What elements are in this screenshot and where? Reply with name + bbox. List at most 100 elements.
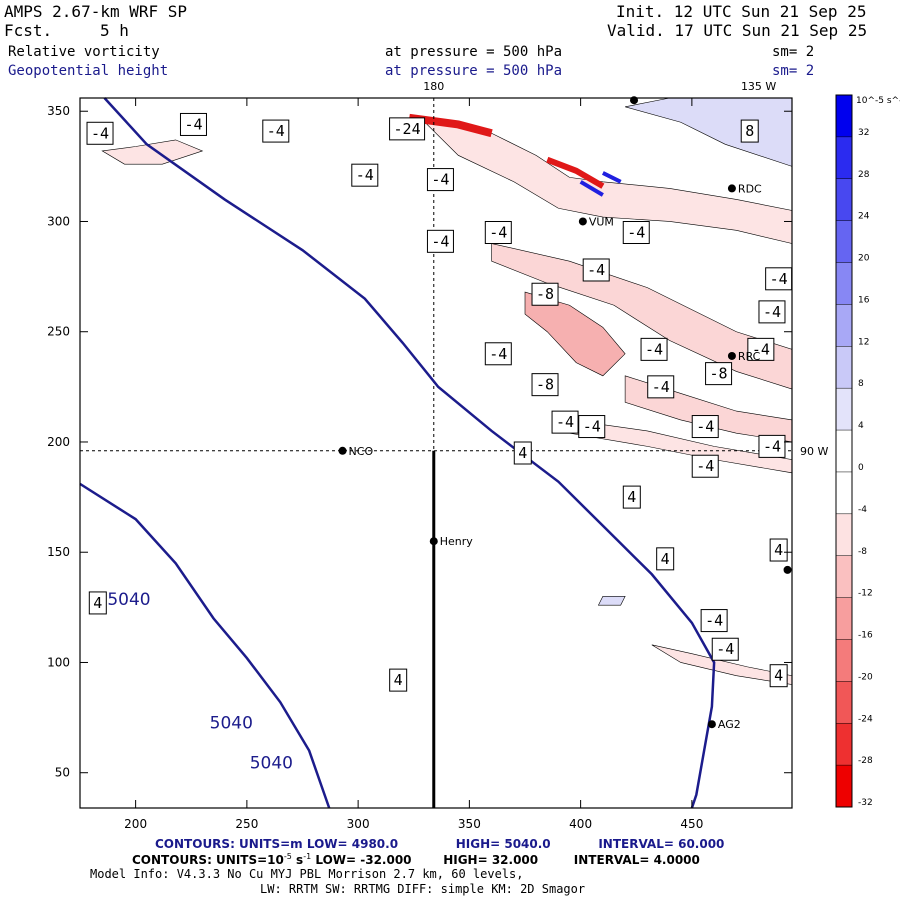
vorticity-label-box <box>758 300 786 324</box>
footer-height-units: CONTOURS: UNITS=m LOW= 4980.0 <box>155 837 399 851</box>
colorbar-segment <box>836 178 852 222</box>
vorticity-label: -4 <box>262 119 290 143</box>
colorbar-segment <box>836 597 852 640</box>
vorticity-label-box <box>88 591 107 615</box>
footer-vort-s: s <box>291 853 304 867</box>
vorticity-label: -4 <box>765 267 793 291</box>
colorbar-unit-label: 10^-5 s^-1 <box>856 96 900 106</box>
vorticity-label: -4 <box>747 337 775 361</box>
station-label: RDC <box>738 182 762 195</box>
vorticity-label: -4 <box>179 112 207 136</box>
footer-vort-exp: -5 <box>283 852 292 861</box>
footer-vort-high: HIGH= 32.000 <box>443 853 539 867</box>
x-tick-label: 400 <box>569 817 592 831</box>
vorticity-label: -8 <box>531 373 559 397</box>
station-marker <box>727 351 736 360</box>
vorticity-label: 8 <box>740 119 759 143</box>
vorticity-label: -4 <box>691 454 719 478</box>
plot-frame <box>79 97 793 809</box>
init-time: Init. 12 UTC Sun 21 Sep 25 <box>616 2 867 21</box>
station-label: RRC <box>738 350 761 363</box>
valid-time: Valid. 17 UTC Sun 21 Sep 25 <box>607 21 868 40</box>
colorbar-segment <box>836 765 852 808</box>
pressure-vorticity: at pressure = 500 hPa <box>385 44 563 60</box>
y-tick-label: 250 <box>47 325 70 339</box>
vorticity-label-text: -4 <box>752 340 770 358</box>
colorbar-tick-label: 12 <box>858 337 869 347</box>
height-labels: 5040 5040 5040 <box>107 590 293 773</box>
y-tick-label: 200 <box>47 435 70 449</box>
station-marker <box>727 184 736 193</box>
axes: 200 250 300 350 400 450 50 100 150 200 250 300 350 18… <box>47 80 828 831</box>
vorticity-label-box <box>647 375 675 399</box>
x-tick-label: 300 <box>347 817 370 831</box>
vorticity-label-text: -4 <box>705 612 723 630</box>
colorbar-segment <box>836 136 852 180</box>
vorticity-label-box <box>622 485 641 509</box>
colorbar-tick-label: 32 <box>858 128 869 138</box>
y-tick-label: 350 <box>47 104 70 118</box>
vorticity-label-box <box>705 362 733 386</box>
vorticity-label-box <box>426 168 454 192</box>
colorbar-segment <box>836 388 852 431</box>
colorbar-segment <box>836 262 852 305</box>
vorticity-label-box <box>484 342 512 366</box>
vorticity-label-text: -8 <box>536 376 554 394</box>
vorticity-label-text: -4 <box>587 261 605 279</box>
vorticity-label-box <box>740 119 759 143</box>
vorticity-label-box <box>622 221 650 245</box>
vorticity-label-box <box>262 119 290 143</box>
colorbar-tick-label: 20 <box>858 254 870 264</box>
footer-model-info: Model Info: V4.3.3 No Cu MYJ PBL Morriso… <box>90 867 524 881</box>
station-marker <box>783 565 792 574</box>
vorticity-label: -4 <box>758 300 786 324</box>
colorbar-tick-label: 16 <box>858 295 870 305</box>
vorticity-label-box <box>389 117 426 141</box>
smoothing-vorticity: sm= 2 <box>772 44 815 60</box>
smoothing-height: sm= 2 <box>772 63 815 79</box>
colorbar: 32 28 24 20 16 12 8 4 0 -4 -8 -12 -16 -20 -24 -28 -32 10^… <box>835 94 900 808</box>
y-tick-label: 50 <box>55 766 70 780</box>
vorticity-label-text: -4 <box>184 115 202 133</box>
vorticity-label-text: 8 <box>745 122 754 140</box>
station-marker <box>578 217 587 226</box>
station-label: AG2 <box>718 718 741 731</box>
vorticity-label-box <box>426 229 454 253</box>
vorticity-label-text: -4 <box>770 270 788 288</box>
vorticity-label: -4 <box>426 168 454 192</box>
footer-vort-units: CONTOURS: UNITS=10 <box>132 853 284 867</box>
vorticity-label: -4 <box>86 121 114 145</box>
colorbar-tick-label: 8 <box>858 379 864 389</box>
vorticity-label-text: -4 <box>763 437 781 455</box>
x-tick-label: 250 <box>235 817 258 831</box>
vorticity-label-box <box>179 112 207 136</box>
colorbar-segment <box>836 304 852 347</box>
vorticity-region <box>597 596 626 606</box>
colorbar-tick-label: 4 <box>858 421 864 431</box>
vorticity-streak <box>546 156 605 189</box>
vorticity-label-text: -4 <box>431 232 449 250</box>
station-marker <box>429 537 438 546</box>
vorticity-label-text: -4 <box>652 378 670 396</box>
vorticity-label-box <box>551 410 579 434</box>
footer-height-high: HIGH= 5040.0 <box>455 837 551 851</box>
footer-vort-sexp: -1 <box>303 852 312 861</box>
colorbar-segment <box>836 513 852 557</box>
vorticity-streak <box>601 171 622 184</box>
station-marker <box>707 720 716 729</box>
vorticity-label: -4 <box>640 337 668 361</box>
colorbar-segment <box>836 220 852 264</box>
meridian-label-180: 180 <box>423 80 444 93</box>
colorbar-tick-label: 24 <box>858 212 870 222</box>
vorticity-label: 4 <box>88 591 107 615</box>
vorticity-streak <box>408 113 493 138</box>
field-vorticity-label: Relative vorticity <box>8 44 160 60</box>
vorticity-label-text: 4 <box>774 541 783 559</box>
vorticity-label: 4 <box>769 664 788 688</box>
vorticity-region <box>101 139 204 165</box>
vorticity-label: -24 <box>389 117 426 141</box>
colorbar-tick-label: 0 <box>858 463 864 473</box>
colorbar-segment <box>836 555 852 599</box>
vorticity-label: 4 <box>656 547 675 571</box>
footer-vorticity-contours: CONTOURS: UNITS=10-5 s-1 LOW= -32.000 HI… <box>132 852 700 867</box>
